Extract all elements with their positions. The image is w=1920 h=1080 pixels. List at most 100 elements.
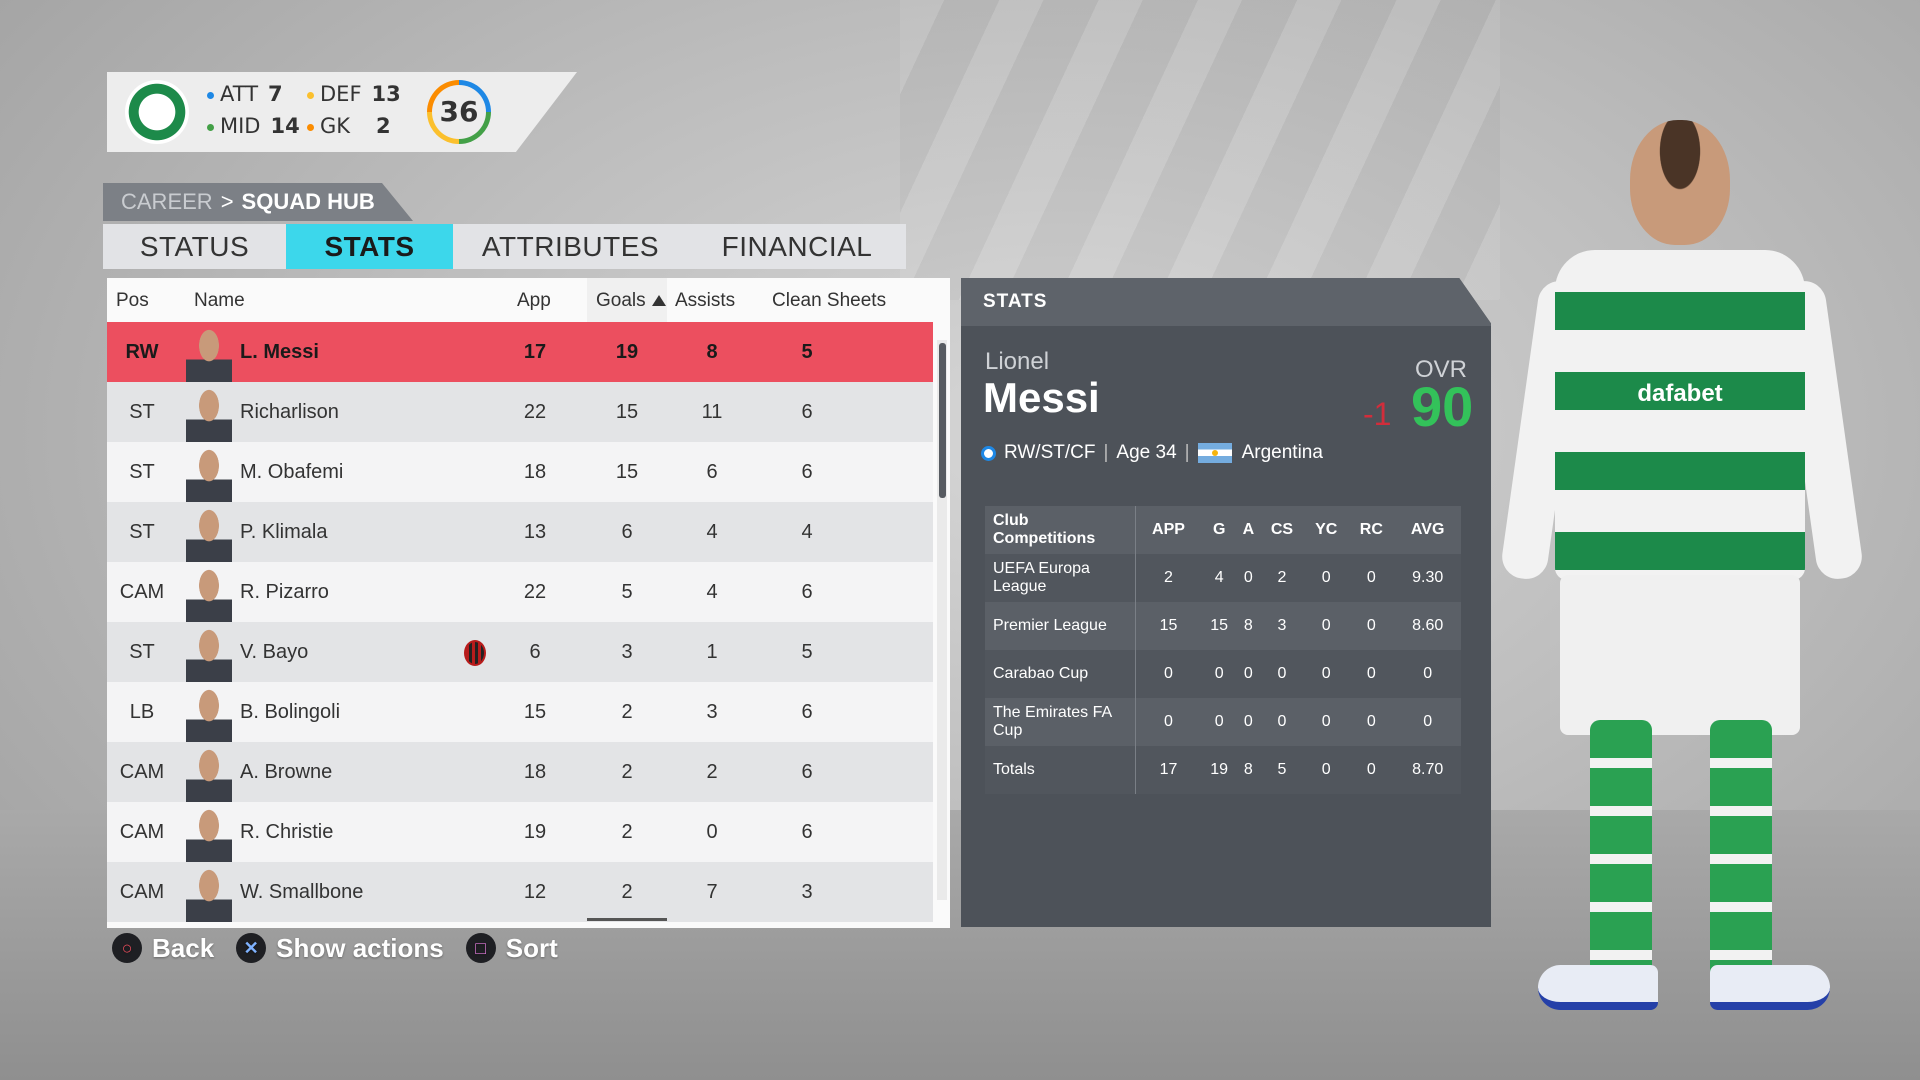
row-app: 15 [523,701,547,723]
club-summary-panel: ATT 7 DEF 13 MID 14 GK 2 36 [107,72,577,152]
player-shirt [1555,250,1805,580]
shirt-sponsor: dafabet [1637,380,1723,407]
mid-stat: MID 14 [207,114,300,138]
row-assists: 2 [706,761,718,783]
row-app: 22 [523,581,547,603]
comp-cell: 8.60 [1412,617,1444,634]
row-clean-sheets: 6 [801,761,813,783]
tab-stats[interactable]: STATS [286,224,453,269]
row-pos: CAM [119,881,165,903]
loan-club-badge-icon [464,640,486,666]
table-header: Pos Name App Goals Assists Clean Sheets [107,278,933,322]
header-app[interactable]: App [517,290,551,311]
comp-cell: The Emirates FA Cup [985,698,1136,746]
row-app: 17 [523,341,547,363]
comp-cell: 5 [1277,761,1287,778]
header-pos[interactable]: Pos [116,290,149,311]
player-shorts [1560,575,1800,735]
comp-cell: 0 [1366,761,1376,778]
comp-header: CS [1270,521,1294,538]
row-goals: 2 [621,881,633,903]
table-row[interactable]: RW L. Messi 17 19 8 5 [107,322,933,382]
row-assists: 3 [706,701,718,723]
table-row[interactable]: CAM W. Smallbone 12 2 7 3 [107,862,933,922]
player-age: Age 34 [1116,442,1177,463]
separator: | [1103,442,1109,463]
comp-cell: 0 [1214,713,1224,730]
comp-cell: 0 [1366,569,1376,586]
header-clean-sheets[interactable]: Clean Sheets [772,290,887,311]
row-goals: 15 [615,461,639,483]
row-clean-sheets: 6 [801,581,813,603]
comp-header: APP [1152,521,1185,538]
player-last-name: Messi [983,374,1100,421]
separator: | [1184,442,1190,463]
row-name: W. Smallbone [240,881,364,903]
back-button[interactable]: ○ Back [112,930,214,966]
row-assists: 8 [706,341,718,363]
competition-row: The Emirates FA Cup 0 0 0 0 0 0 0 [985,698,1461,746]
competition-row: Premier League 15 15 8 3 0 0 8.60 [985,602,1461,650]
circle-button-icon: ○ [112,933,142,963]
breadcrumb: CAREER > SQUAD HUB [103,183,413,221]
comp-cell: 17 [1159,761,1178,778]
row-app: 22 [523,401,547,423]
show-actions-button[interactable]: ✕ Show actions [236,930,444,966]
table-row[interactable]: LB B. Bolingoli 15 2 3 6 [107,682,933,742]
row-pos: ST [129,521,155,543]
table-row[interactable]: CAM A. Browne 18 2 2 6 [107,742,933,802]
team-rating-ring: 36 [427,80,491,144]
comp-cell: 15 [1159,617,1178,634]
tab-attributes[interactable]: ATTRIBUTES [453,224,688,269]
comp-cell: 0 [1366,665,1376,682]
row-app: 18 [523,461,547,483]
competition-row: UEFA Europa League 2 4 0 2 0 0 9.30 [985,554,1461,602]
table-row[interactable]: ST P. Klimala 13 6 4 4 [107,502,933,562]
competition-stats-table: Club Competitions APP G A CS YC RC AVG U… [985,506,1461,794]
table-row[interactable]: ST V. Bayo 6 3 1 5 [107,622,933,682]
comp-cell: 0 [1423,713,1433,730]
row-name: A. Browne [240,761,333,783]
wall-graffiti [900,0,1500,300]
table-scrollbar[interactable] [937,340,947,900]
row-app: 19 [523,821,547,843]
row-goals: 3 [621,641,633,663]
comp-cell: 0 [1164,665,1173,682]
player-avatar [186,806,232,862]
breadcrumb-parent[interactable]: CAREER [121,189,213,214]
header-goals[interactable]: Goals [596,290,666,312]
row-clean-sheets: 6 [801,821,813,843]
player-positions: RW/ST/CF [1004,442,1096,463]
sorted-column-underline [587,918,667,921]
table-row[interactable]: ST M. Obafemi 18 15 6 6 [107,442,933,502]
tab-status[interactable]: STATUS [103,224,286,269]
row-goals: 2 [621,761,633,783]
comp-cell: Premier League [985,602,1136,650]
row-pos: LB [129,701,155,723]
def-stat: DEF 13 [307,82,401,106]
table-row[interactable]: CAM R. Christie 19 2 0 6 [107,802,933,862]
header-name[interactable]: Name [194,290,245,311]
comp-cell: 9.30 [1412,569,1444,586]
competition-row: Carabao Cup 0 0 0 0 0 0 0 [985,650,1461,698]
comp-cell: 0 [1321,665,1331,682]
gk-stat: GK 2 [307,114,391,138]
row-clean-sheets: 6 [801,701,813,723]
player-avatar [186,386,232,442]
table-scrollbar-thumb[interactable] [939,343,946,498]
comp-cell: 8.70 [1412,761,1444,778]
row-pos: ST [129,461,155,483]
tab-financial[interactable]: FINANCIAL [688,224,906,269]
row-goals: 6 [621,521,633,543]
table-row[interactable]: CAM R. Pizarro 22 5 4 6 [107,562,933,622]
table-row[interactable]: ST Richarlison 22 15 11 6 [107,382,933,442]
comp-cell: UEFA Europa League [985,554,1136,602]
comp-cell: 0 [1321,569,1331,586]
competition-totals-row: Totals 17 19 8 5 0 0 8.70 [985,746,1461,794]
row-name: M. Obafemi [240,461,344,483]
header-assists[interactable]: Assists [675,290,736,311]
row-app: 12 [523,881,547,903]
row-pos: CAM [119,821,165,843]
sort-button[interactable]: □ Sort [465,930,558,966]
cross-button-icon: ✕ [236,933,267,963]
